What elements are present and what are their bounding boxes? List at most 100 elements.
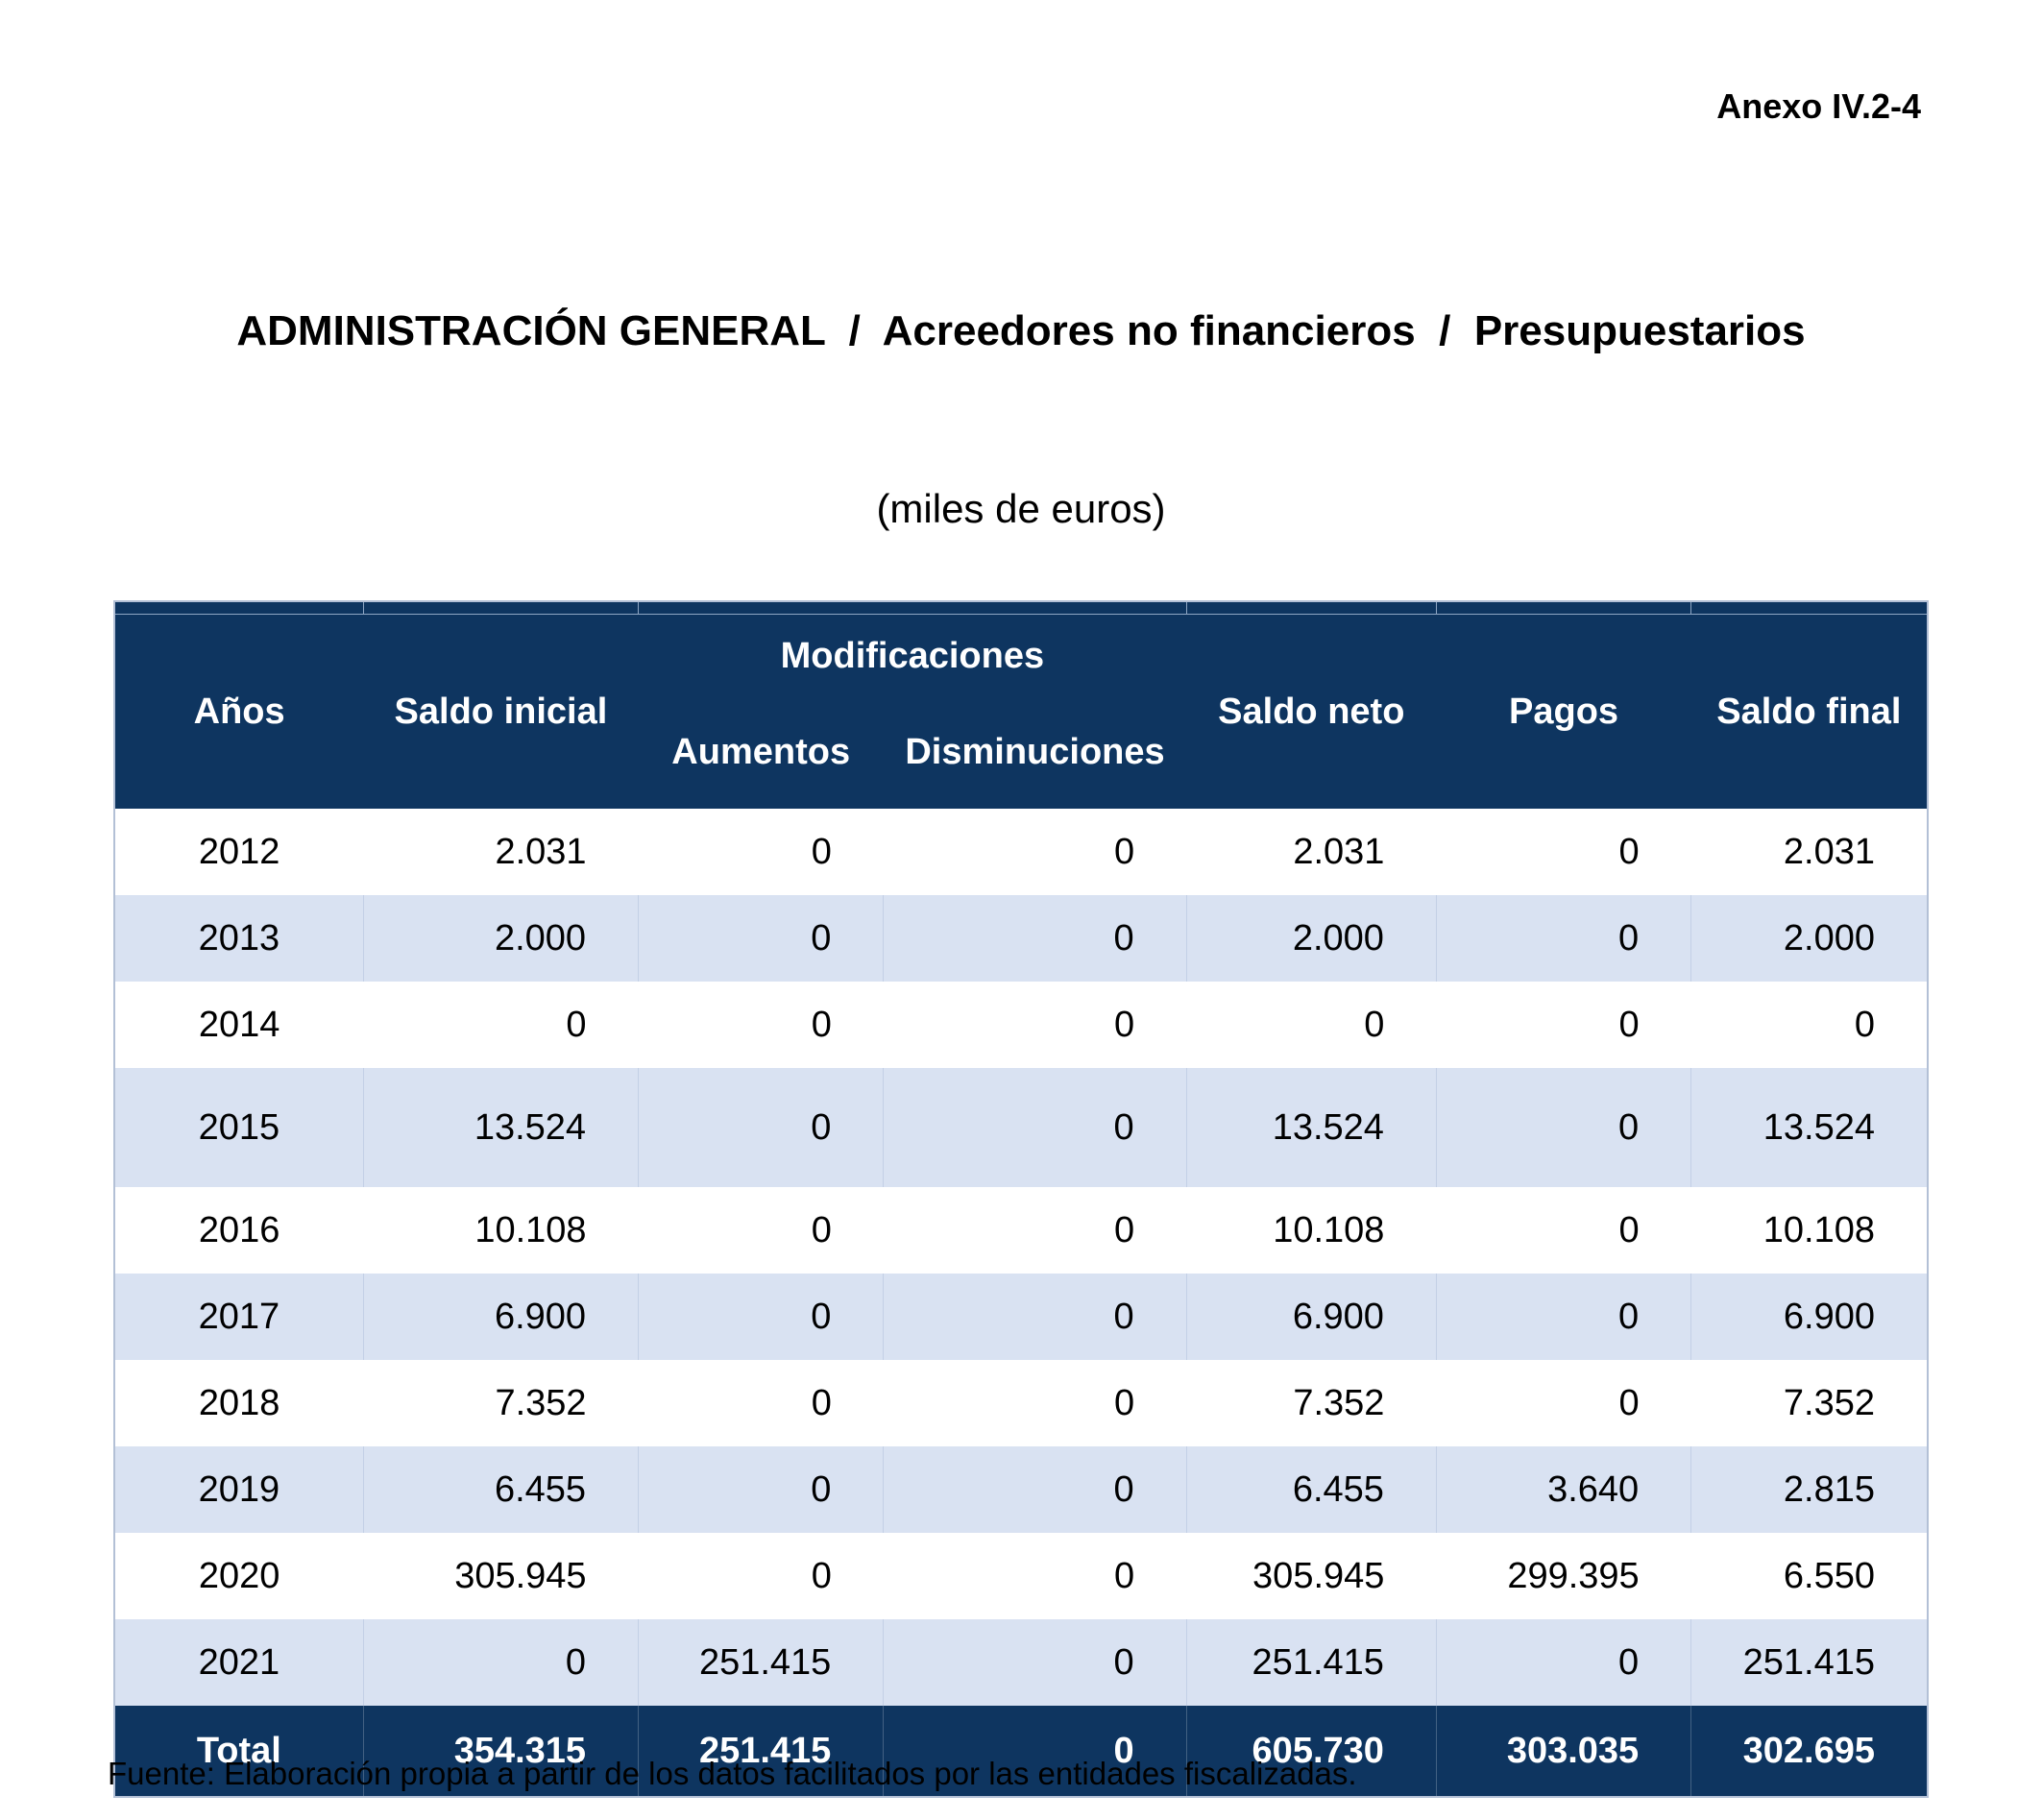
acreedores-presupuestarios-table: Años Saldo inicial Modificaciones Saldo …: [113, 600, 1929, 1798]
col-header-pagos: Pagos: [1436, 614, 1691, 809]
year-cell: 2017: [114, 1274, 364, 1360]
saldo-inicial-cell: 0: [363, 982, 639, 1068]
annex-label: Anexo IV.2-4: [1716, 86, 1921, 126]
col-header-modificaciones: Modificaciones: [638, 614, 1187, 718]
saldo-neto-cell: 6.900: [1186, 1274, 1437, 1360]
aumentos-cell: 0: [638, 895, 885, 982]
saldo-final-cell: 2.031: [1690, 809, 1928, 895]
aumentos-cell: 0: [638, 1068, 885, 1187]
strip-cell: [1436, 601, 1692, 615]
aumentos-cell: 0: [638, 1533, 884, 1619]
disminuciones-cell: 0: [883, 1619, 1187, 1706]
total-aumentos-cell: 251.415: [638, 1706, 885, 1797]
saldo-neto-cell: 10.108: [1186, 1187, 1437, 1274]
aumentos-cell: 0: [638, 1274, 885, 1360]
saldo-inicial-cell: 6.900: [363, 1274, 640, 1360]
saldo-final-cell: 251.415: [1690, 1619, 1928, 1706]
saldo-inicial-cell: 6.455: [363, 1446, 640, 1533]
col-header-saldo-final: Saldo final: [1690, 614, 1928, 809]
total-disminuciones-cell: 0: [883, 1706, 1187, 1797]
units-note: (miles de euros): [876, 486, 1166, 531]
year-cell: 2014: [114, 982, 364, 1068]
table-row: 2018 7.352 0 0 7.352 0 7.352: [114, 1360, 1928, 1446]
disminuciones-cell: 0: [883, 1068, 1187, 1187]
saldo-inicial-cell: 2.000: [363, 895, 640, 982]
table-row: 2015 13.524 0 0 13.524 0 13.524: [114, 1068, 1928, 1187]
year-cell: 2021: [114, 1619, 364, 1706]
table-footer: Total 354.315 251.415 0 605.730 303.035 …: [114, 1706, 1928, 1797]
year-cell: 2020: [114, 1533, 364, 1619]
saldo-inicial-cell: 13.524: [363, 1068, 640, 1187]
table-row: 2017 6.900 0 0 6.900 0 6.900: [114, 1274, 1928, 1360]
saldo-inicial-cell: 2.031: [363, 809, 639, 895]
table-row: 2019 6.455 0 0 6.455 3.640 2.815: [114, 1446, 1928, 1533]
strip-cell: [638, 601, 1187, 615]
total-pagos-cell: 303.035: [1436, 1706, 1692, 1797]
saldo-inicial-cell: 0: [363, 1619, 640, 1706]
disminuciones-cell: 0: [883, 982, 1187, 1068]
source-note: Fuente: Elaboración propia a partir de l…: [108, 1756, 1357, 1791]
aumentos-cell: 0: [638, 1187, 884, 1274]
aumentos-cell: 0: [638, 809, 884, 895]
table-row: 2012 2.031 0 0 2.031 0 2.031: [114, 809, 1928, 895]
disminuciones-cell: 0: [883, 1446, 1187, 1533]
aumentos-cell: 0: [638, 982, 884, 1068]
saldo-neto-cell: 0: [1186, 982, 1437, 1068]
saldo-final-cell: 2.000: [1690, 895, 1928, 982]
total-saldo-inicial-cell: 354.315: [363, 1706, 640, 1797]
saldo-inicial-cell: 305.945: [363, 1533, 639, 1619]
table-row: 2021 0 251.415 0 251.415 0 251.415: [114, 1619, 1928, 1706]
saldo-neto-cell: 13.524: [1186, 1068, 1437, 1187]
aumentos-cell: 0: [638, 1360, 884, 1446]
pagos-cell: 0: [1436, 895, 1692, 982]
disminuciones-cell: 0: [883, 895, 1187, 982]
col-header-aumentos: Aumentos: [638, 718, 884, 809]
total-saldo-neto-cell: 605.730: [1186, 1706, 1437, 1797]
aumentos-cell: 251.415: [638, 1619, 885, 1706]
table-row: 2016 10.108 0 0 10.108 0 10.108: [114, 1187, 1928, 1274]
saldo-neto-cell: 2.000: [1186, 895, 1437, 982]
total-row: Total 354.315 251.415 0 605.730 303.035 …: [114, 1706, 1928, 1797]
saldo-inicial-cell: 10.108: [363, 1187, 639, 1274]
pagos-cell: 0: [1436, 809, 1691, 895]
saldo-final-cell: 6.550: [1690, 1533, 1928, 1619]
saldo-inicial-cell: 7.352: [363, 1360, 639, 1446]
pagos-cell: 0: [1436, 1619, 1692, 1706]
saldo-neto-cell: 6.455: [1186, 1446, 1437, 1533]
col-header-anos: Años: [114, 614, 364, 809]
header-row-2: Aumentos Disminuciones: [114, 718, 1928, 809]
pagos-cell: 0: [1436, 1274, 1692, 1360]
total-saldo-final-cell: 302.695: [1690, 1706, 1928, 1797]
disminuciones-cell: 0: [883, 809, 1187, 895]
saldo-final-cell: 7.352: [1690, 1360, 1928, 1446]
modificaciones-label: Modificaciones: [780, 636, 1045, 676]
table-row: 2020 305.945 0 0 305.945 299.395 6.550: [114, 1533, 1928, 1619]
saldo-neto-cell: 251.415: [1186, 1619, 1437, 1706]
pagos-cell: 0: [1436, 1068, 1692, 1187]
total-label-cell: Total: [114, 1706, 364, 1797]
table-row: 2014 0 0 0 0 0 0: [114, 982, 1928, 1068]
table-body: 2012 2.031 0 0 2.031 0 2.031 2013 2.000 …: [114, 809, 1928, 1706]
pagos-cell: 0: [1436, 982, 1691, 1068]
saldo-final-cell: 13.524: [1690, 1068, 1928, 1187]
disminuciones-cell: 0: [883, 1274, 1187, 1360]
strip-cell: [1690, 601, 1928, 615]
saldo-final-cell: 6.900: [1690, 1274, 1928, 1360]
header-top-strip: [114, 601, 1928, 615]
pagos-cell: 299.395: [1436, 1533, 1691, 1619]
col-header-disminuciones: Disminuciones: [883, 718, 1187, 809]
page-title: ADMINISTRACIÓN GENERAL / Acreedores no f…: [236, 307, 1806, 354]
saldo-final-cell: 2.815: [1690, 1446, 1928, 1533]
disminuciones-cell: 0: [883, 1533, 1187, 1619]
strip-cell: [363, 601, 640, 615]
table-header: Años Saldo inicial Modificaciones Saldo …: [114, 601, 1928, 809]
year-cell: 2018: [114, 1360, 364, 1446]
year-cell: 2016: [114, 1187, 364, 1274]
table-row: 2013 2.000 0 0 2.000 0 2.000: [114, 895, 1928, 982]
col-header-saldo-neto: Saldo neto: [1186, 614, 1437, 809]
year-cell: 2012: [114, 809, 364, 895]
saldo-final-cell: 10.108: [1690, 1187, 1928, 1274]
disminuciones-cell: 0: [883, 1187, 1187, 1274]
strip-cell: [114, 601, 364, 615]
year-cell: 2019: [114, 1446, 364, 1533]
